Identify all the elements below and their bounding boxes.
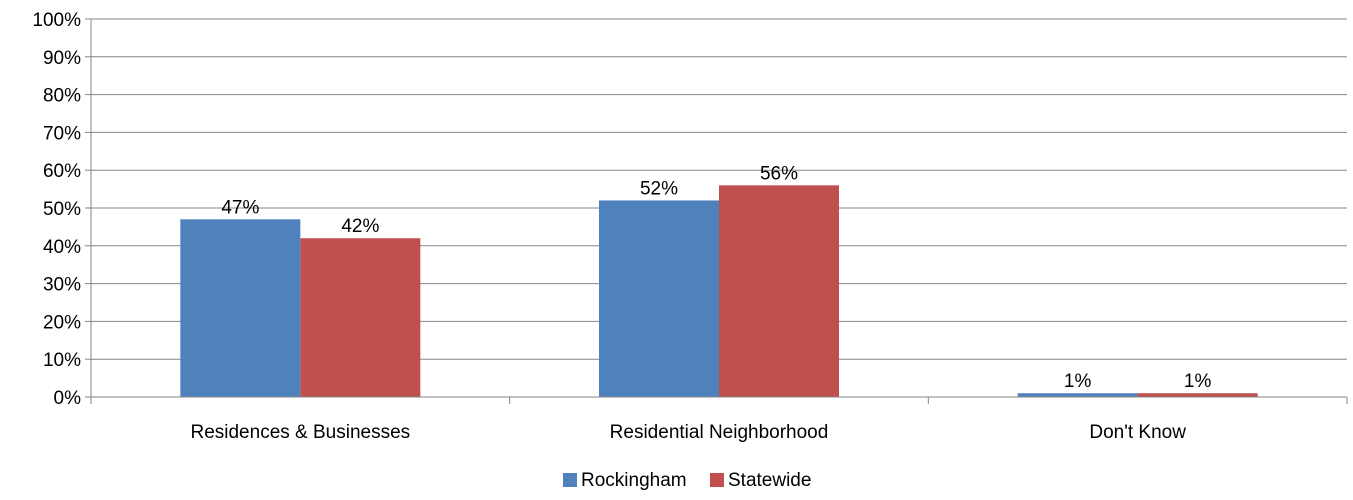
bar-rockingham-0: [180, 219, 301, 397]
legend-swatch-statewide: [710, 473, 724, 487]
legend-label-statewide: Statewide: [728, 470, 811, 491]
data-label-statewide-2: 1%: [1184, 371, 1212, 392]
data-label-statewide-0: 42%: [341, 216, 379, 237]
data-label-rockingham-0: 47%: [221, 197, 259, 218]
data-label-rockingham-1: 52%: [640, 178, 678, 199]
y-axis-tick-labels: 0% 10% 20% 30% 40% 50% 60% 70% 80% 90% 100%: [32, 10, 81, 409]
category-label: Residences & Businesses: [190, 422, 410, 443]
axes: [85, 18, 1348, 404]
data-label-rockingham-2: 1%: [1064, 371, 1092, 392]
legend: Rockingham Statewide: [563, 470, 811, 491]
legend-label-rockingham: Rockingham: [581, 470, 687, 491]
y-tick-label: 30%: [43, 275, 81, 296]
bar-statewide-0: [300, 238, 421, 397]
y-tick-label: 100%: [32, 10, 81, 31]
bar-statewide-1: [719, 185, 839, 397]
legend-swatch-rockingham: [563, 473, 577, 487]
bar-rockingham-1: [599, 200, 719, 397]
data-labels: 47% 42% 52% 56% 1% 1%: [221, 163, 1211, 392]
data-label-statewide-1: 56%: [760, 163, 798, 184]
y-tick-label: 10%: [43, 350, 81, 371]
y-tick-label: 20%: [43, 312, 81, 333]
x-axis-category-labels: Residences & Businesses Residential Neigh…: [190, 422, 1186, 443]
y-tick-label: 70%: [43, 123, 81, 144]
y-tick-label: 90%: [43, 48, 81, 69]
bar-statewide-2: [1137, 393, 1258, 397]
y-tick-label: 50%: [43, 199, 81, 220]
category-label: Don't Know: [1089, 422, 1186, 443]
y-tick-label: 80%: [43, 86, 81, 107]
y-tick-label: 0%: [54, 388, 82, 409]
category-label: Residential Neighborhood: [610, 422, 829, 443]
y-tick-label: 60%: [43, 161, 81, 182]
bar-rockingham-2: [1017, 393, 1138, 397]
y-tick-label: 40%: [43, 237, 81, 258]
bars: [180, 185, 1258, 397]
